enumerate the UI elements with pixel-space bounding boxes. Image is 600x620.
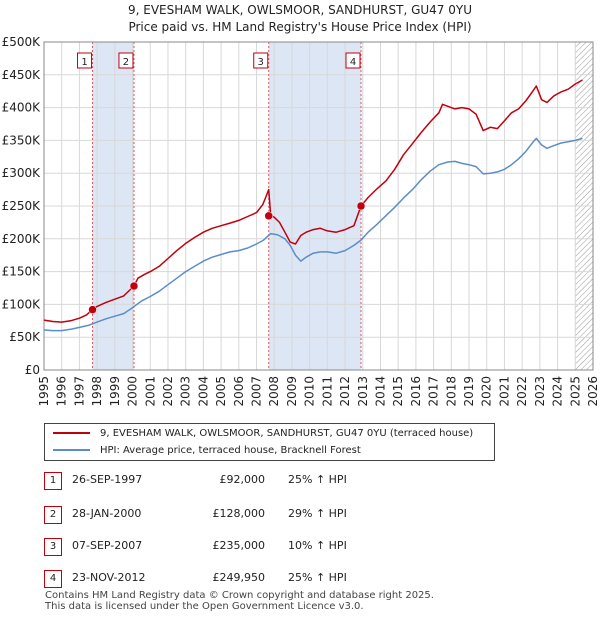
y-tick-label: £100K: [2, 297, 42, 311]
x-tick-label: 2009: [285, 376, 299, 407]
price-series-line: [43, 79, 583, 323]
x-tick-label: 2021: [497, 376, 511, 407]
sale-price: £128,000: [212, 507, 266, 520]
sale-number-box: [77, 52, 93, 69]
sale-date: 28-JAN-2000: [72, 507, 142, 520]
x-tick-label: 2024: [551, 376, 565, 407]
x-tick-label: 1998: [90, 376, 104, 407]
x-tick-label: 2005: [214, 376, 228, 407]
sale-number-box: [118, 52, 134, 69]
sale-row: 2 28-JAN-2000 £128,000 29% ↑ HPI: [0, 502, 600, 530]
sale-number-label: 1: [81, 57, 87, 68]
x-tick-label: 2006: [232, 376, 246, 407]
sale-number-label: 4: [350, 57, 356, 68]
sale-row: 4 23-NOV-2012 £249,950 25% ↑ HPI: [0, 566, 600, 594]
plot-frame: [43, 41, 594, 371]
legend-swatch-price: [53, 432, 90, 434]
hpi-series-line: [43, 137, 583, 332]
y-tick-label: £300K: [2, 166, 42, 180]
x-tick-label: 2010: [303, 376, 317, 407]
x-tick-label: 2012: [338, 376, 352, 407]
x-tick-label: 2017: [427, 376, 441, 407]
x-tick-label: 1995: [37, 376, 51, 407]
sale-number-box: [253, 52, 269, 69]
legend: 9, EVESHAM WALK, OWLSMOOR, SANDHURST, GU…: [44, 423, 495, 461]
sale-hpi-diff: 25% ↑ HPI: [288, 571, 347, 584]
sale-number-label: 2: [123, 57, 129, 68]
sale-hpi-diff: 29% ↑ HPI: [288, 507, 347, 520]
y-tick-label: £350K: [2, 133, 42, 147]
x-tick-label: 2014: [373, 376, 387, 407]
x-tick-label: 2013: [356, 376, 370, 407]
y-tick-label: £250K: [2, 199, 42, 213]
x-tick-label: 1999: [108, 376, 122, 407]
footer-line-2: This data is licensed under the Open Gov…: [45, 601, 364, 612]
x-tick-label: 1997: [72, 376, 86, 407]
sale-price: £249,950: [212, 571, 266, 584]
legend-label-price: 9, EVESHAM WALK, OWLSMOOR, SANDHURST, GU…: [100, 428, 474, 439]
sale-point: [356, 201, 366, 211]
sale-date: 23-NOV-2012: [72, 571, 146, 584]
x-tick-label: 2000: [126, 376, 140, 407]
y-tick-label: £500K: [2, 35, 42, 49]
x-tick-label: 2025: [568, 376, 582, 407]
x-tick-label: 2023: [533, 376, 547, 407]
x-tick-label: 2001: [143, 376, 157, 407]
x-tick-label: 1996: [55, 376, 69, 407]
x-tick-label: 2008: [267, 376, 281, 407]
sale-date: 07-SEP-2007: [72, 539, 143, 552]
y-tick-label: £0: [25, 363, 40, 377]
x-tick-label: 2026: [586, 376, 600, 407]
chart-title: 9, EVESHAM WALK, OWLSMOOR, SANDHURST, GU…: [128, 3, 472, 17]
sale-hpi-diff: 25% ↑ HPI: [288, 473, 347, 486]
sale-price: £235,000: [212, 539, 266, 552]
sale-number-badge: 1: [44, 472, 62, 490]
sale-row: 3 07-SEP-2007 £235,000 10% ↑ HPI: [0, 534, 600, 562]
x-tick-label: 2019: [462, 376, 476, 407]
x-tick-label: 2002: [161, 376, 175, 407]
legend-entry-price: 9, EVESHAM WALK, OWLSMOOR, SANDHURST, GU…: [53, 426, 473, 442]
sale-price: £92,000: [219, 473, 266, 486]
x-tick-label: 2016: [409, 376, 423, 407]
y-tick-label: £400K: [2, 101, 42, 115]
chart-subtitle: Price paid vs. HM Land Registry's House …: [128, 20, 472, 34]
sale-hpi-diff: 10% ↑ HPI: [288, 539, 347, 552]
y-tick-label: £150K: [2, 265, 42, 279]
footer-attribution: Contains HM Land Registry data © Crown c…: [45, 590, 434, 612]
sale-number-badge: 3: [44, 538, 62, 556]
sale-number-badge: 2: [44, 506, 62, 524]
price-chart: £0 £50K £100K £150K £200K £250K £300K £350K £400…: [2, 35, 600, 407]
sale-point: [88, 305, 97, 314]
x-tick-label: 2003: [179, 376, 193, 407]
x-tick-label: 2007: [250, 376, 264, 407]
x-tick-label: 2022: [515, 376, 529, 407]
sale-number-badge: 4: [44, 570, 62, 588]
legend-label-hpi: HPI: Average price, terraced house, Brac…: [100, 445, 361, 456]
sale-point: [129, 281, 139, 291]
y-tick-label: £50K: [9, 330, 41, 344]
legend-swatch-hpi: [53, 449, 90, 451]
y-tick-label: £200K: [2, 232, 42, 246]
x-tick-label: 2018: [444, 376, 458, 407]
sale-point: [264, 211, 273, 221]
x-tick-label: 2011: [320, 376, 334, 407]
legend-entry-hpi: HPI: Average price, terraced house, Brac…: [53, 443, 361, 459]
x-tick-label: 2015: [391, 376, 405, 407]
sale-row: 1 26-SEP-1997 £92,000 25% ↑ HPI: [0, 468, 600, 496]
y-tick-label: £450K: [2, 68, 42, 82]
sale-number-box: [345, 52, 361, 69]
x-tick-label: 2020: [480, 376, 494, 407]
footer-line-1: Contains HM Land Registry data © Crown c…: [45, 590, 434, 601]
sale-number-label: 3: [258, 57, 264, 68]
sale-date: 26-SEP-1997: [72, 473, 143, 486]
x-tick-label: 2004: [196, 376, 210, 407]
